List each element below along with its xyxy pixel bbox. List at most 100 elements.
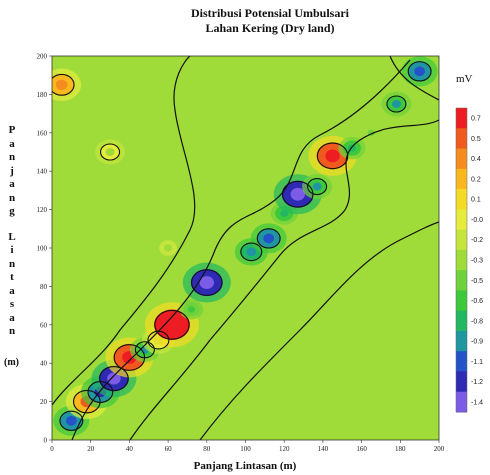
anomaly-center	[107, 372, 121, 385]
colorbar-swatch	[456, 371, 467, 393]
colorbar-frame	[455, 107, 468, 413]
anomaly-center	[163, 317, 181, 332]
y-tick-label: 120	[37, 206, 48, 214]
y-tick-label: 180	[37, 91, 48, 99]
anomaly-contour	[407, 61, 432, 82]
colorbar-swatch	[456, 249, 467, 271]
anomaly-contour	[100, 143, 121, 161]
anomaly-center	[246, 247, 257, 257]
anomaly-contour	[99, 366, 129, 392]
y-tick-label: 200	[37, 53, 48, 61]
chart-title: Distribusi Potensial Umbulsari	[190, 6, 349, 20]
contour-line	[71, 59, 411, 440]
y-axis-label-char: a	[9, 137, 15, 150]
colorbar-swatch	[456, 128, 467, 150]
y-axis-label-char: g	[9, 205, 15, 217]
colorbar-swatch	[456, 270, 467, 291]
colorbar-tick-label: -1.1	[471, 359, 483, 366]
anomaly-center	[65, 416, 77, 426]
x-tick-label: 140	[318, 445, 329, 453]
x-tick-label: 40	[126, 445, 134, 453]
colorbar-swatch	[456, 148, 467, 170]
y-tick-label: 0	[44, 437, 48, 445]
anomaly-contour	[59, 410, 84, 431]
colorbar-tick-label: -1.2	[471, 379, 483, 386]
x-axis-ticks: 0 20 40 60 80 100 120 140 160 180 200	[50, 440, 445, 453]
y-tick-label: 140	[37, 168, 48, 176]
anomaly-center	[414, 66, 426, 77]
contour-line	[52, 56, 196, 406]
y-tick-label: 160	[37, 129, 48, 137]
colorbar-tick-label: 0.2	[471, 176, 481, 183]
y-tick-label: 100	[37, 245, 48, 253]
anomaly-contour	[134, 341, 155, 359]
colorbar-swatch	[456, 209, 467, 231]
anomaly-contour	[386, 95, 407, 113]
y-axis-ticks: 0 20 40 60 80 100 120 140 160 180 200	[37, 53, 52, 445]
x-tick-label: 120	[279, 445, 290, 453]
potential-field	[52, 56, 439, 440]
anomaly-contour	[307, 178, 328, 196]
colorbar-tick-label: 0.1	[471, 197, 481, 204]
anomaly-contour	[316, 142, 349, 170]
anomaly-center	[187, 306, 195, 313]
contour-line	[199, 221, 439, 440]
colorbar-title: mV	[456, 73, 473, 85]
x-axis-label: Panjang Lintasan (m)	[194, 460, 297, 472]
colorbar-swatch	[456, 229, 467, 251]
y-axis-label-char: j	[10, 164, 14, 177]
contour-line	[389, 56, 439, 101]
anomaly-center	[391, 100, 401, 108]
anomaly-center	[199, 276, 214, 289]
colorbar-swatch	[456, 310, 467, 332]
x-tick-label: 180	[395, 445, 406, 453]
colorbar-tick-label: -0.3	[471, 258, 483, 265]
y-axis-label-char: L	[8, 230, 16, 243]
y-axis-label-char: n	[8, 257, 16, 270]
colorbar-tick-label: 0.5	[471, 136, 481, 143]
y-axis-label-char: i	[10, 244, 14, 256]
y-tick-label: 40	[40, 360, 48, 368]
y-axis-label-char: a	[9, 284, 15, 297]
y-axis-label-char: n	[8, 325, 16, 337]
x-tick-label: 200	[434, 445, 445, 453]
colorbar-swatch	[456, 391, 467, 413]
anomaly-contour	[154, 309, 190, 340]
anomaly-contour	[72, 389, 101, 414]
x-tick-label: 80	[203, 445, 211, 453]
y-axis-label-char: s	[9, 298, 15, 310]
anomaly-contour	[191, 269, 223, 296]
x-tick-label: 160	[356, 445, 367, 453]
colorbar-tick-label: 0.7	[471, 116, 481, 123]
colorbar-tick-label: -0.8	[471, 318, 483, 325]
colorbar-tick-label: -0.6	[471, 298, 483, 305]
y-axis-label-char: a	[9, 178, 15, 190]
colorbar: 0.7 0.5 0.4 0.2 0.1 -0.0 -0.2 -0.3 -0.5 -0.6 -0.8 -…	[455, 107, 483, 413]
y-axis-unit: (m)	[4, 357, 19, 368]
anomaly-center	[55, 79, 68, 91]
colorbar-swatch	[456, 108, 467, 129]
anomaly-center	[164, 244, 173, 252]
colorbar-tick-label: -0.2	[471, 237, 483, 244]
y-axis-label-char: a	[9, 311, 15, 324]
anomaly-contour	[52, 73, 75, 96]
contour-lines	[52, 56, 439, 440]
y-axis-label-char: P	[8, 124, 16, 136]
x-tick-label: 0	[50, 445, 54, 453]
chart-subtitle: Lahan Kering (Dry land)	[205, 21, 335, 35]
y-axis-label-char: n	[8, 151, 16, 163]
y-tick-label: 80	[40, 283, 48, 291]
colorbar-tick-label: -0.9	[471, 339, 483, 346]
colorbar-tick-label: -0.5	[471, 278, 483, 285]
colorbar-tick-label: -0.0	[471, 217, 483, 224]
x-tick-label: 20	[87, 445, 95, 453]
y-axis-label-char: n	[8, 191, 16, 204]
anomaly-center	[290, 187, 305, 201]
anomaly-contour	[240, 242, 263, 262]
y-tick-label: 20	[40, 398, 48, 406]
x-tick-label: 100	[240, 445, 251, 453]
anomaly-center	[105, 148, 115, 156]
colorbar-swatch	[456, 351, 467, 372]
anomaly-center	[325, 149, 340, 163]
